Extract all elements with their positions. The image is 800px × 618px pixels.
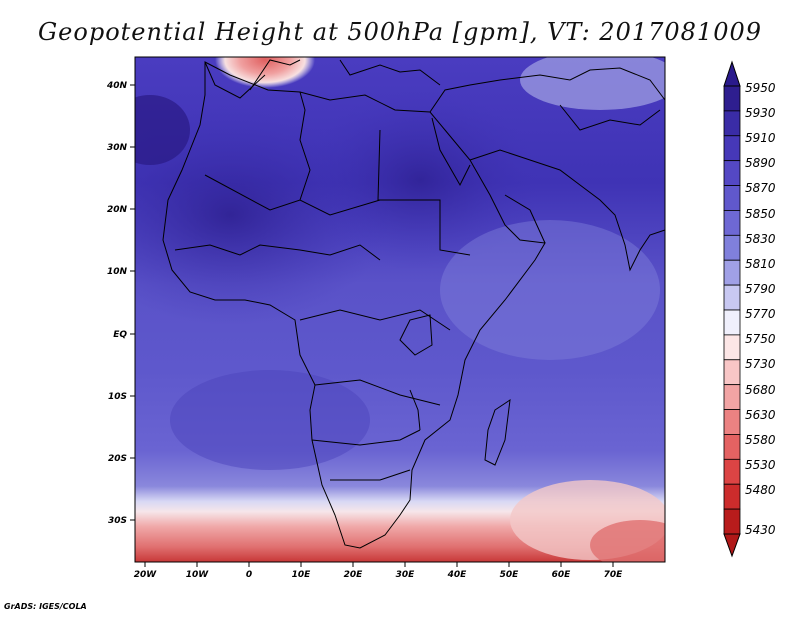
lon-label: 10W	[186, 570, 210, 580]
lon-axis: 20W 10W 0 10E 20E 30E 40E 50E 60E 70E	[134, 562, 623, 580]
colorbar-label: 5930	[745, 106, 776, 120]
colorbar-label: 5890	[745, 156, 776, 170]
lon-label: 40E	[447, 570, 468, 580]
colorbar-swatch	[723, 434, 741, 460]
lat-label: 20N	[107, 205, 128, 215]
colorbar-label: 5770	[745, 307, 776, 321]
colorbar-label: 5810	[745, 257, 776, 271]
colorbar-swatch	[723, 85, 741, 112]
height-field	[135, 57, 665, 562]
lon-label: 20E	[344, 570, 364, 580]
lat-label: 40N	[106, 81, 128, 91]
colorbar-label: 5850	[745, 207, 776, 221]
colorbar-label: 5790	[745, 282, 776, 296]
colorbar-swatch	[723, 384, 741, 410]
lon-label: 70E	[604, 570, 624, 580]
lat-label: 30N	[107, 143, 128, 153]
colorbar-swatch	[723, 309, 741, 336]
colorbar-swatch	[723, 210, 741, 236]
colorbar-label: 5630	[745, 408, 776, 422]
plot-frame	[134, 56, 666, 563]
colorbar-label: 5870	[745, 181, 776, 195]
colorbar-label: 5480	[745, 483, 776, 497]
colorbar-swatch	[723, 483, 741, 510]
lon-label: 10E	[292, 570, 312, 580]
colorbar-label: 5430	[745, 523, 776, 537]
lon-label: 60E	[552, 570, 572, 580]
colorbar-swatch	[723, 110, 741, 137]
colorbar-bottom-arrow	[723, 533, 741, 558]
colorbar-top-arrow	[723, 60, 741, 87]
lat-label: EQ	[113, 330, 127, 340]
colorbar-label: 5830	[745, 232, 776, 246]
colorbar-swatch	[723, 259, 741, 286]
lon-label: 50E	[500, 570, 520, 580]
map-title: Geopotential Height at 500hPa [gpm], VT:…	[38, 18, 762, 46]
lat-label: 30S	[108, 516, 127, 526]
footer-credit: GrADS: IGES/COLA	[4, 602, 87, 611]
colorbar-swatch	[723, 508, 741, 535]
colorbar-swatch	[723, 359, 741, 386]
lat-label: 20S	[108, 454, 127, 464]
lat-axis: 40N 30N 20N 10N EQ 10S 20S 30S	[106, 81, 135, 526]
lon-label: 30E	[396, 570, 416, 580]
colorbar-label: 5950	[745, 81, 776, 95]
colorbar-label: 5910	[745, 131, 776, 145]
colorbar-swatch	[723, 185, 741, 211]
lon-label: 0	[246, 570, 252, 580]
colorbar-swatch	[723, 284, 741, 311]
colorbar-swatch	[723, 135, 741, 162]
coastlines	[162, 59, 666, 549]
lon-label: 20W	[134, 570, 158, 580]
colorbar-swatch	[723, 409, 741, 435]
colorbar-label: 5750	[745, 332, 776, 346]
colorbar-label: 5680	[745, 383, 776, 397]
colorbar-swatch	[723, 234, 741, 261]
colorbar-label: 5580	[745, 433, 776, 447]
colorbar-swatch	[723, 160, 741, 186]
colorbar-swatch	[723, 458, 741, 485]
colorbar-swatch	[723, 334, 741, 361]
colorbar-label: 5530	[745, 458, 776, 472]
colorbar-label: 5730	[745, 357, 776, 371]
lat-label: 10N	[107, 267, 128, 277]
lat-label: 10S	[108, 392, 127, 402]
